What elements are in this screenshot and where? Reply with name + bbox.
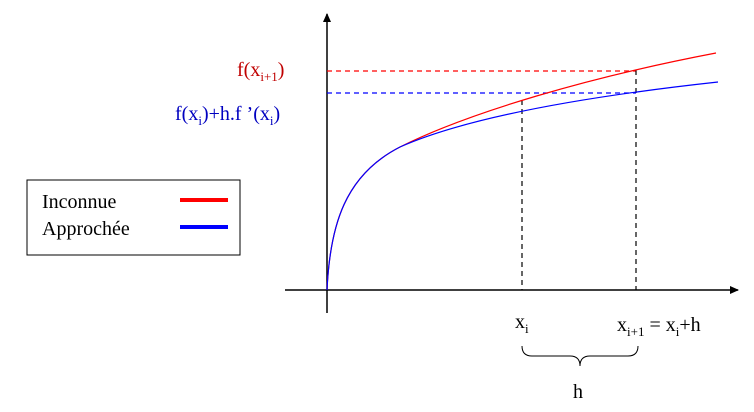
legend-label: Approchée: [42, 218, 130, 240]
label-text: x: [515, 311, 525, 333]
h-label: h: [573, 381, 583, 403]
approx-label: f(xi)+h.f ’(xi): [175, 103, 280, 128]
label-text: ): [274, 103, 281, 125]
xi-label: xi: [515, 311, 529, 336]
label-text: f(x: [237, 59, 260, 81]
f-next-label: f(xi+1): [237, 59, 284, 84]
label-text: +h: [679, 314, 700, 336]
legend-box: [26, 179, 241, 256]
label-text: h: [573, 381, 583, 403]
label-text: x: [617, 314, 627, 336]
label-text: = x: [644, 314, 675, 336]
legend-label: Inconnue: [42, 191, 117, 213]
subscript: i: [198, 113, 202, 128]
label-text: ): [278, 59, 285, 81]
subscript: i+1: [627, 324, 644, 339]
approx-curve: [326, 81, 719, 291]
xnext-label: xi+1 = xi+h: [617, 314, 701, 339]
subscript: i: [270, 113, 274, 128]
label-text: f(x: [175, 103, 198, 125]
subscript: i: [676, 324, 680, 339]
brace: [521, 345, 639, 367]
subscript: i: [525, 321, 529, 336]
subscript: i+1: [260, 69, 277, 84]
label-text: )+h.f ’(x: [202, 103, 270, 125]
